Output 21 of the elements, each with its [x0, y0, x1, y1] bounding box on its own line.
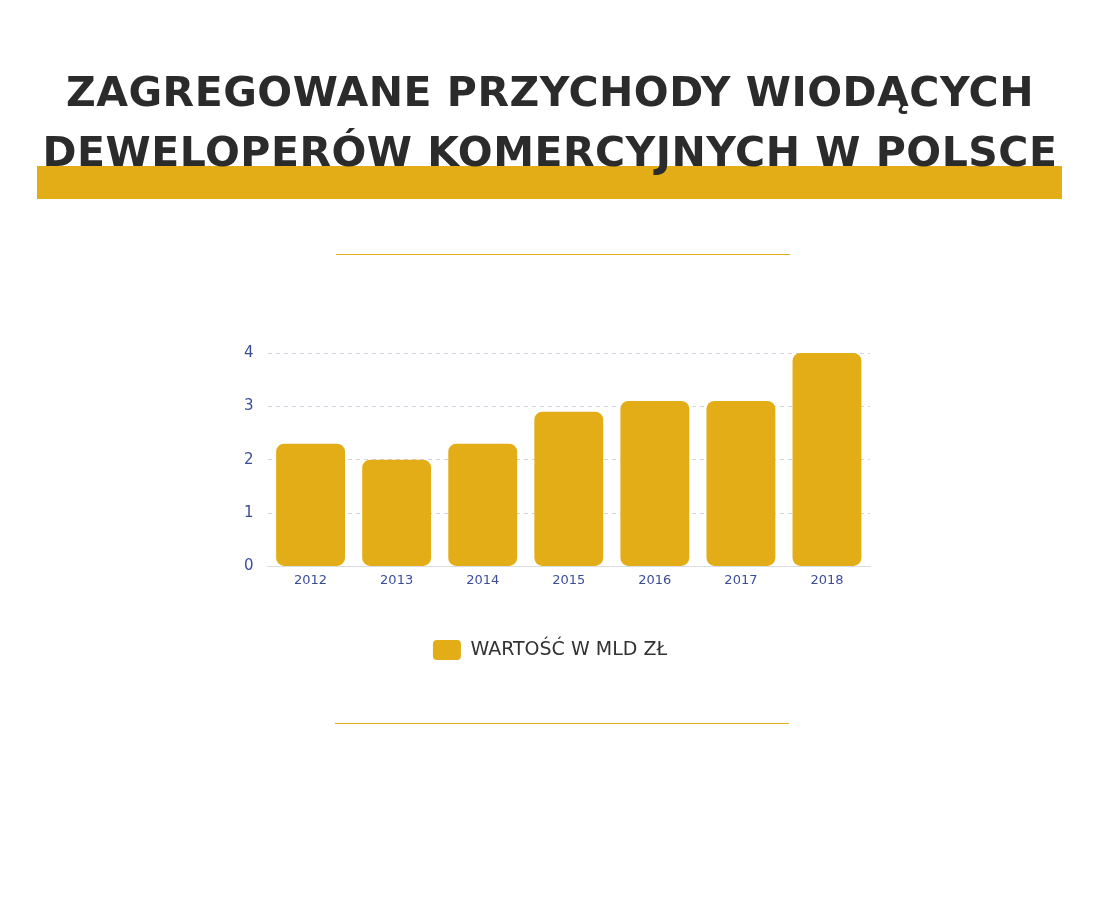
x-tick-label: 2015 — [552, 571, 586, 587]
bar — [792, 353, 862, 566]
bar — [534, 411, 604, 566]
chart-title: ZAGREGOWANE PRZYCHODY WIODĄCYCH DEWELOPERÓW KOMERCYJNYCH W POLSCE — [41, 67, 1059, 178]
bar — [706, 401, 776, 566]
x-tick-label: 2012 — [294, 571, 328, 587]
x-tick-label: 2018 — [810, 571, 844, 587]
bar — [362, 459, 432, 566]
bar — [448, 443, 518, 566]
y-tick-label: 2 — [244, 449, 254, 468]
bar — [620, 401, 690, 566]
x-tick-label: 2016 — [638, 571, 672, 587]
y-tick-label: 0 — [244, 556, 254, 575]
bar — [276, 443, 345, 566]
legend-label: WARTOŚĆ W MLD ZŁ — [470, 635, 668, 659]
x-tick-label: 2017 — [724, 571, 758, 587]
y-tick-label: 3 — [244, 396, 254, 415]
x-tick-label: 2014 — [466, 571, 500, 587]
y-tick-label: 4 — [244, 342, 254, 361]
x-tick-label: 2013 — [380, 571, 414, 587]
y-tick-label: 1 — [244, 502, 254, 521]
